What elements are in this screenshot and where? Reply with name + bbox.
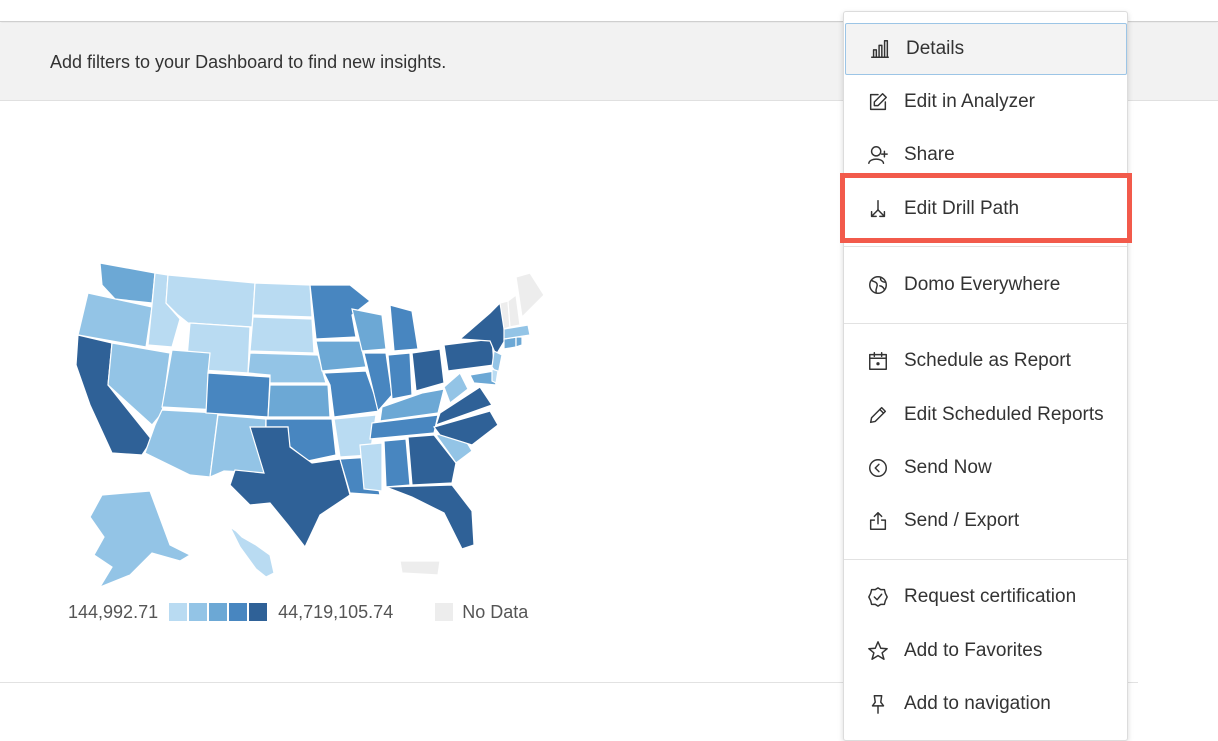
certified-badge-icon	[866, 585, 890, 609]
menu-item-edit-scheduled-reports[interactable]: Edit Scheduled Reports	[844, 390, 1127, 440]
filter-bar-message: Add filters to your Dashboard to find ne…	[50, 52, 447, 72]
menu-item-label: Add to navigation	[904, 693, 1051, 714]
state-mi	[389, 304, 419, 352]
state-ma	[503, 324, 531, 340]
menu-item-label: Edit Scheduled Reports	[904, 404, 1104, 425]
edit-square-icon	[866, 90, 890, 114]
card-bottom-border	[0, 682, 1138, 683]
state-ia	[315, 340, 367, 372]
us-choropleth-map[interactable]	[60, 255, 560, 595]
legend-swatches	[169, 603, 269, 621]
state-sd	[249, 316, 315, 354]
menu-item-edit-in-analyzer[interactable]: Edit in Analyzer	[844, 77, 1127, 127]
menu-item-schedule-as-report[interactable]: Schedule as Report	[844, 336, 1127, 386]
menu-item-label: Edit Drill Path	[904, 198, 1020, 219]
state-tx	[229, 426, 351, 549]
menu-item-label: Request certification	[904, 586, 1077, 607]
state-al	[383, 438, 411, 488]
state-ri	[515, 336, 523, 348]
state-oh	[411, 348, 445, 392]
menu-item-edit-drill-path[interactable]: Edit Drill Path	[844, 184, 1127, 234]
state-nd	[252, 282, 313, 318]
pencil-icon	[866, 403, 890, 427]
state-nc	[432, 410, 499, 446]
menu-item-label: Send / Export	[904, 510, 1020, 531]
state-pa	[443, 338, 495, 372]
globe-icon	[866, 273, 890, 297]
menu-item-send-export[interactable]: Send / Export	[844, 496, 1127, 546]
state-me	[515, 272, 545, 319]
state-ne	[247, 352, 327, 384]
export-icon	[866, 509, 890, 533]
territory-pr	[399, 560, 441, 576]
menu-divider	[844, 323, 1127, 324]
menu-item-request-certification[interactable]: Request certification	[844, 572, 1127, 622]
menu-item-label: Edit in Analyzer	[904, 91, 1035, 112]
state-wi	[351, 308, 387, 352]
legend-no-data: No Data	[435, 602, 528, 623]
state-ks	[267, 384, 331, 418]
menu-item-add-to-navigation[interactable]: Add to navigation	[844, 679, 1127, 729]
legend-max-label: 44,719,105.74	[278, 601, 394, 622]
state-de	[491, 368, 499, 384]
state-md	[469, 370, 497, 386]
state-ga	[407, 434, 457, 486]
map-legend: 144,992.71 44,719,105.74 No Data	[68, 600, 528, 624]
add-user-icon	[866, 143, 890, 167]
legend-no-data-label: No Data	[462, 601, 529, 622]
legend-swatch-2	[189, 603, 208, 621]
state-nj	[491, 350, 503, 377]
legend-min-label: 144,992.71	[68, 601, 159, 622]
menu-item-label: Details	[906, 38, 965, 59]
legend-swatch-1	[169, 603, 188, 621]
state-ak	[89, 490, 192, 589]
state-co	[205, 372, 271, 418]
menu-item-share[interactable]: Share	[844, 130, 1127, 180]
card-actions-menu: Details Edit in Analyzer Share Edit Dril…	[843, 11, 1128, 741]
star-icon	[866, 639, 890, 663]
menu-item-label: Share	[904, 144, 955, 165]
state-fl	[385, 484, 475, 550]
drill-path-icon	[866, 197, 890, 221]
state-nv	[107, 342, 171, 426]
state-mn	[309, 284, 371, 340]
state-tn	[369, 414, 439, 440]
legend-swatch-4	[229, 603, 248, 621]
bar-chart-icon	[868, 37, 892, 61]
menu-item-domo-everywhere[interactable]: Domo Everywhere	[844, 260, 1127, 310]
menu-divider	[844, 559, 1127, 560]
state-in	[387, 352, 413, 400]
legend-no-data-swatch	[435, 603, 454, 621]
state-ms	[359, 442, 383, 492]
menu-divider	[844, 246, 1127, 247]
state-mo	[323, 370, 381, 418]
state-wa	[99, 262, 156, 304]
state-va	[435, 386, 493, 426]
legend-swatch-3	[209, 603, 228, 621]
menu-item-label: Domo Everywhere	[904, 274, 1061, 295]
state-wv	[443, 372, 469, 404]
menu-item-label: Send Now	[904, 457, 992, 478]
state-nh	[507, 293, 521, 328]
menu-item-add-to-favorites[interactable]: Add to Favorites	[844, 626, 1127, 676]
menu-item-label: Schedule as Report	[904, 350, 1071, 371]
calendar-icon	[866, 349, 890, 373]
menu-item-details[interactable]: Details	[845, 23, 1127, 75]
menu-item-label: Add to Favorites	[904, 640, 1043, 661]
circle-chevron-left-icon	[866, 456, 890, 480]
legend-swatch-5	[249, 603, 268, 621]
state-hi	[228, 525, 275, 578]
map-svg	[75, 262, 545, 589]
state-ky	[379, 388, 445, 422]
menu-item-send-now[interactable]: Send Now	[844, 443, 1127, 493]
state-or	[77, 292, 153, 348]
pin-icon	[866, 692, 890, 716]
